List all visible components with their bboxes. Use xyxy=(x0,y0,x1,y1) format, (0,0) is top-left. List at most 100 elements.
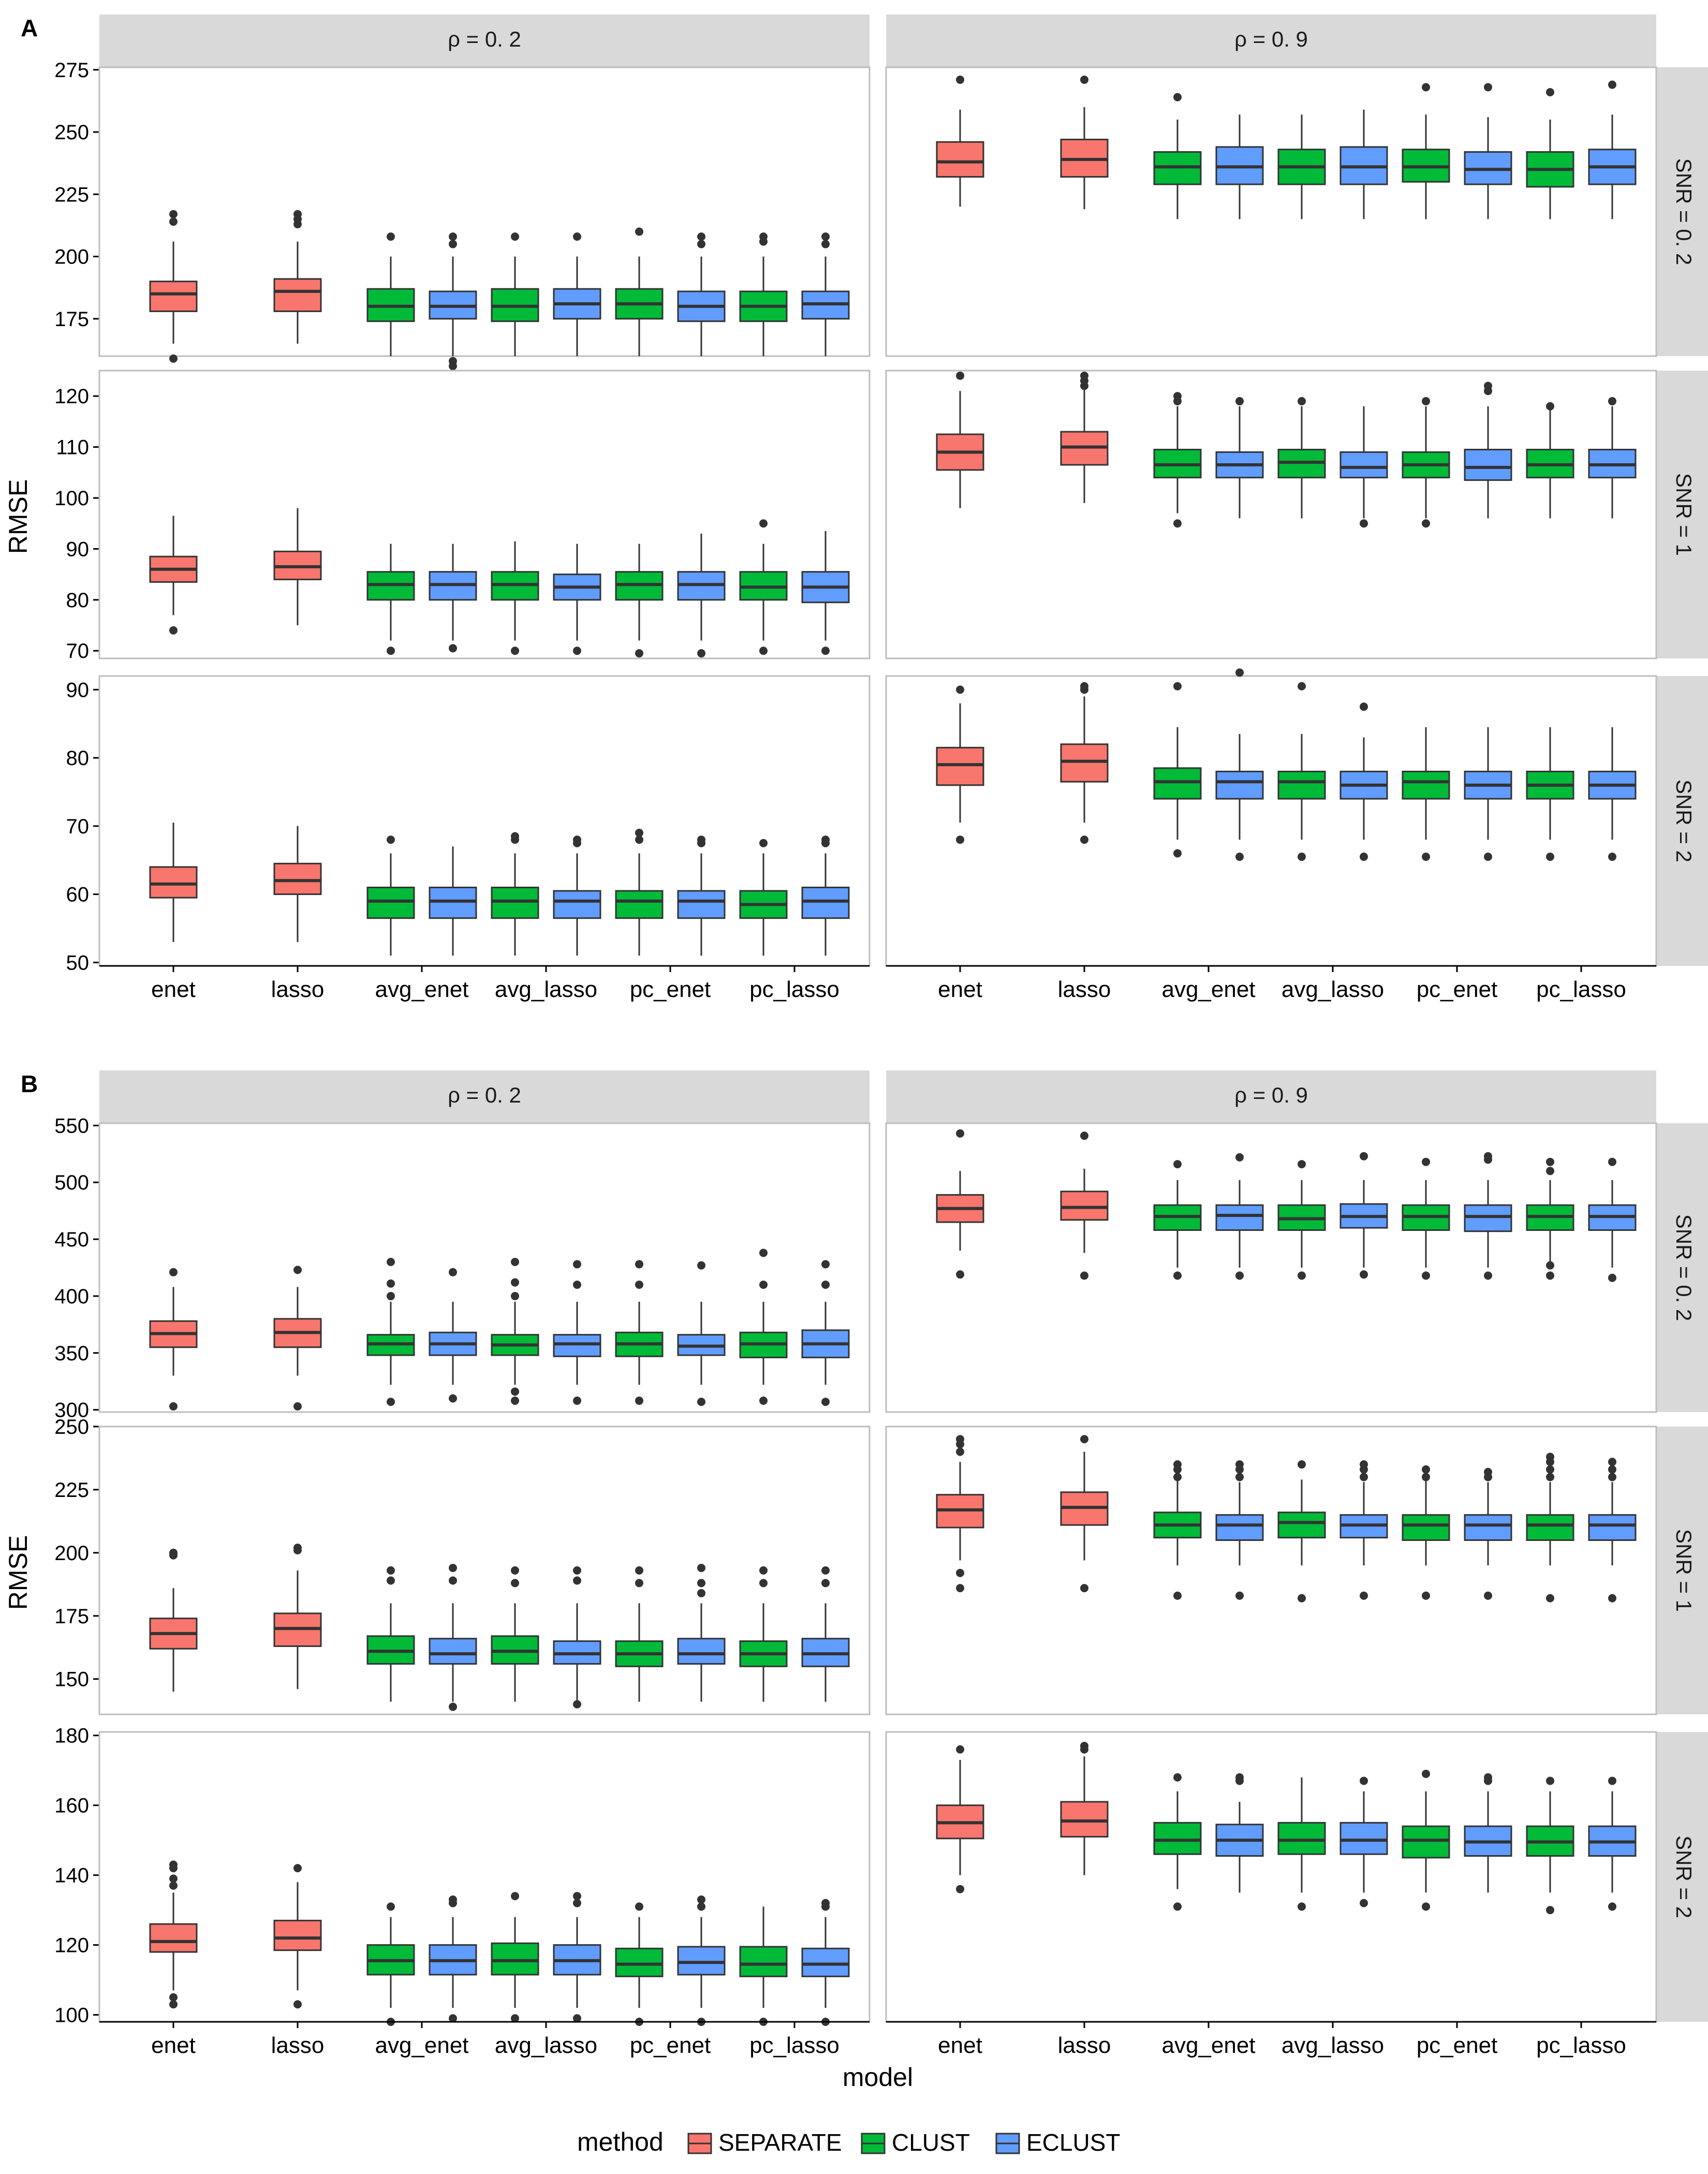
outlier-point xyxy=(956,1568,964,1577)
box-eclust xyxy=(553,835,601,956)
y-tick-label: 140 xyxy=(54,1864,89,1887)
box-clust xyxy=(1402,397,1450,528)
outlier-point xyxy=(635,1902,643,1911)
box-eclust xyxy=(801,531,850,655)
y-tick-label: 275 xyxy=(54,59,89,82)
outlier-point xyxy=(169,210,178,218)
box-eclust xyxy=(1339,702,1388,861)
outlier-point xyxy=(1422,1157,1430,1166)
row-strip-label: SNR = 0. 2 xyxy=(1672,1214,1696,1321)
outlier-point xyxy=(821,1579,830,1588)
outlier-point xyxy=(511,647,519,655)
outlier-point xyxy=(573,1566,581,1575)
outlier-point xyxy=(511,232,519,241)
box-clust xyxy=(615,227,664,356)
outlier-point xyxy=(1360,1460,1368,1469)
col-strip xyxy=(99,1070,870,1124)
outlier-point xyxy=(635,649,643,658)
panel-border xyxy=(885,1122,1657,1413)
outlier-point xyxy=(169,1993,178,2002)
box-clust xyxy=(366,544,415,655)
outlier-point xyxy=(956,371,964,380)
x-tick-label: avg_enet xyxy=(375,977,468,1002)
box-eclust xyxy=(429,232,477,371)
outlier-point xyxy=(821,1280,830,1289)
outlier-point xyxy=(169,1860,178,1869)
x-tick-label: lasso xyxy=(1058,977,1111,1002)
outlier-point xyxy=(956,1745,964,1754)
outlier-point xyxy=(956,1885,964,1893)
outlier-point xyxy=(511,1258,519,1267)
box-eclust xyxy=(429,1895,477,2023)
x-tick-label: enet xyxy=(938,2033,982,2058)
outlier-point xyxy=(1546,88,1554,97)
outlier-point xyxy=(449,232,457,241)
outlier-point xyxy=(821,1566,830,1575)
legend-item-separate: SEPARATE xyxy=(687,2129,842,2156)
outlier-point xyxy=(1546,1452,1554,1461)
outlier-point xyxy=(1484,381,1492,390)
outlier-point xyxy=(1422,1902,1430,1911)
box-clust xyxy=(1277,1777,1326,1911)
outlier-point xyxy=(387,1291,395,1300)
outlier-point xyxy=(1422,1465,1430,1474)
outlier-point xyxy=(759,1280,768,1289)
outlier-point xyxy=(1546,1261,1554,1270)
outlier-point xyxy=(821,1260,830,1269)
box-separate xyxy=(149,516,198,635)
y-tick-label: 150 xyxy=(54,1668,89,1691)
box-eclust xyxy=(677,1564,726,1702)
outlier-point xyxy=(511,1291,519,1300)
outlier-point xyxy=(956,835,964,844)
box-separate xyxy=(273,210,322,344)
box-eclust xyxy=(1339,1460,1388,1600)
outlier-point xyxy=(387,1566,395,1575)
outlier-point xyxy=(293,1266,302,1274)
outlier-point xyxy=(1080,371,1088,380)
box-iqr xyxy=(1402,1514,1450,1541)
x-tick-label: pc_lasso xyxy=(749,977,840,1002)
box-eclust xyxy=(1588,1458,1637,1603)
legend-title: method xyxy=(577,2127,664,2156)
panel-border xyxy=(98,1426,871,1715)
row-strip-label: SNR = 2 xyxy=(1672,780,1696,862)
box-iqr xyxy=(273,1919,322,1951)
box-iqr xyxy=(273,862,322,895)
box-iqr xyxy=(429,886,477,919)
outlier-point xyxy=(1173,392,1182,401)
outlier-point xyxy=(1235,1473,1244,1481)
outlier-point xyxy=(449,1394,457,1403)
outlier-point xyxy=(697,1564,705,1573)
box-separate xyxy=(149,822,198,942)
box-eclust xyxy=(1215,1153,1264,1280)
box-clust xyxy=(615,829,664,956)
box-clust xyxy=(739,1248,788,1405)
box-separate xyxy=(936,1129,984,1279)
outlier-point xyxy=(635,227,643,236)
y-tick-label: 180 xyxy=(54,1725,89,1747)
box-eclust xyxy=(801,835,850,956)
box-clust xyxy=(1153,93,1202,219)
outlier-point xyxy=(1298,853,1306,861)
box-iqr xyxy=(1464,1514,1512,1541)
box-clust xyxy=(366,835,415,956)
box-clust xyxy=(1402,1769,1450,1911)
box-eclust xyxy=(1339,109,1388,219)
outlier-point xyxy=(511,1892,519,1901)
box-separate xyxy=(273,1266,322,1411)
box-iqr xyxy=(1464,449,1512,481)
x-tick-label: avg_enet xyxy=(1161,977,1255,1002)
outlier-point xyxy=(821,1398,830,1406)
box-eclust xyxy=(429,1268,477,1403)
legend-label: ECLUST xyxy=(1026,2129,1120,2156)
outlier-point xyxy=(1484,1591,1492,1600)
x-tick-label: pc_lasso xyxy=(1536,2033,1626,2058)
y-tick-label: 160 xyxy=(54,1795,89,1817)
outlier-point xyxy=(293,1544,302,1552)
box-clust xyxy=(491,1258,539,1405)
x-tick-label: lasso xyxy=(1058,2033,1111,2058)
box-separate xyxy=(1060,76,1109,210)
outlier-point xyxy=(697,835,705,844)
outlier-point xyxy=(1422,1473,1430,1481)
row-strip-label: SNR = 1 xyxy=(1672,1529,1696,1612)
